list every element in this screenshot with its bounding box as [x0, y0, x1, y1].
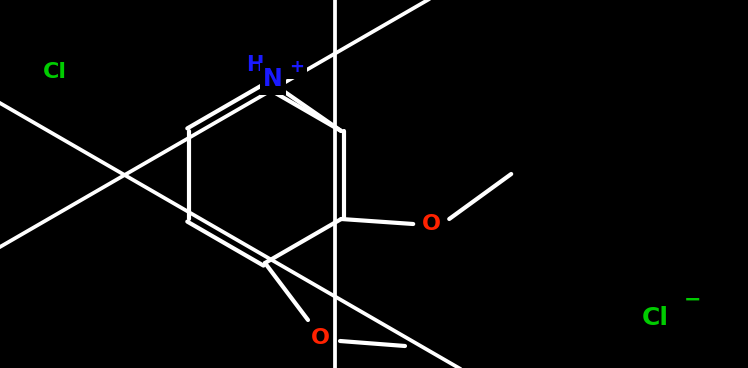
Text: H: H	[246, 55, 264, 75]
Text: N: N	[263, 67, 283, 91]
Text: Cl: Cl	[642, 306, 669, 330]
Text: Cl: Cl	[43, 62, 67, 82]
Text: −: −	[684, 290, 702, 310]
Text: +: +	[289, 58, 304, 76]
Text: O: O	[422, 214, 441, 234]
Text: O: O	[310, 328, 330, 348]
